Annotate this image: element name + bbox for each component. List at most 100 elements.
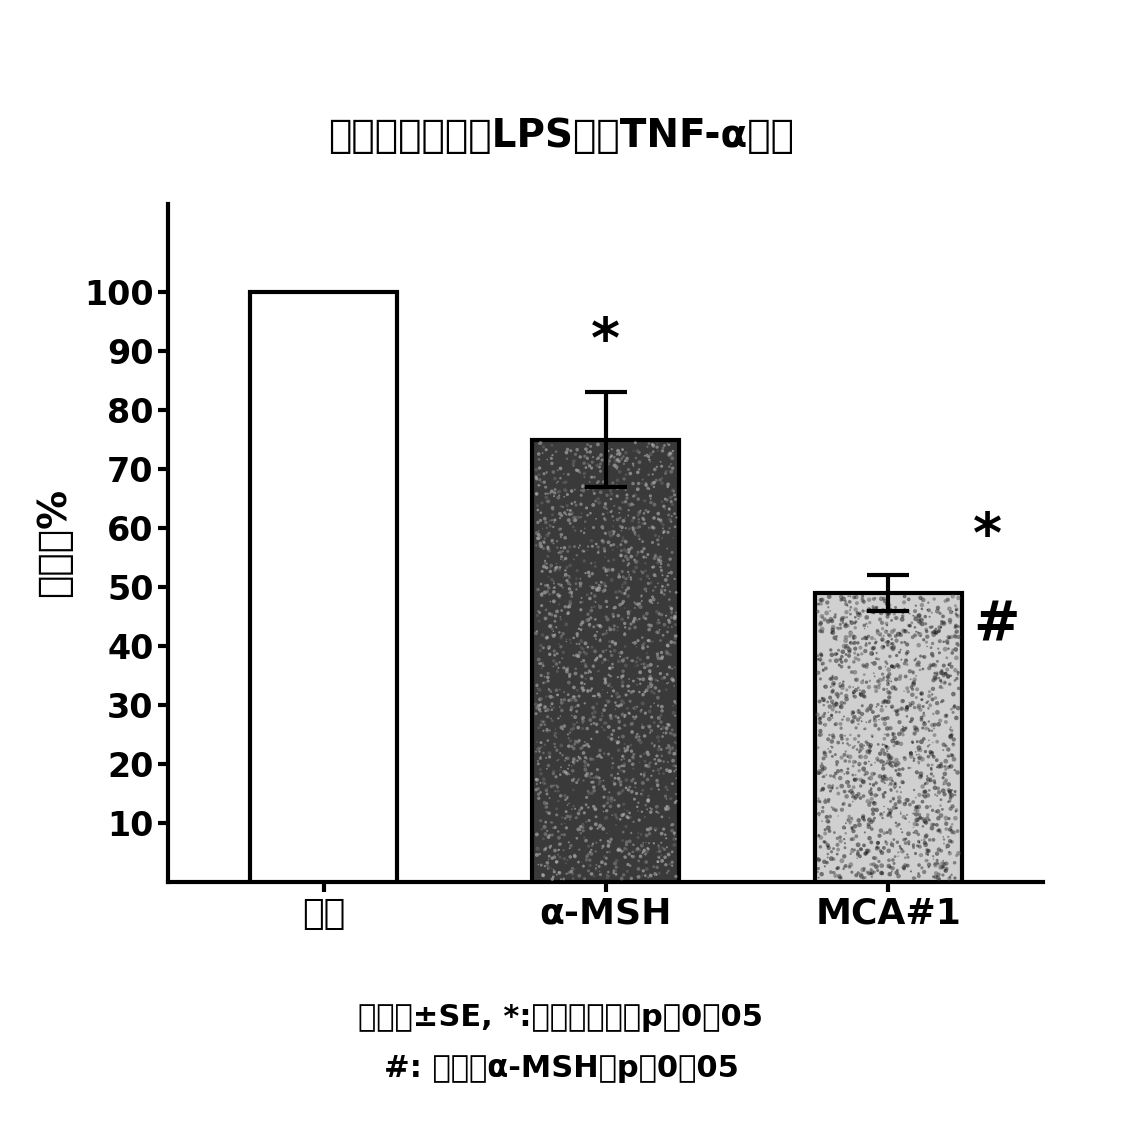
Point [582,819,600,837]
Point [633,785,651,803]
Point [909,742,927,760]
Point [927,867,945,886]
Point [617,771,635,789]
Point [558,819,576,837]
Point [530,466,548,484]
Point [548,768,565,786]
Point [609,697,627,715]
Point [545,651,563,670]
Point [635,841,653,860]
Point [838,596,856,614]
Point [643,475,661,493]
Point [834,679,852,697]
Point [549,645,567,663]
Point [539,582,557,601]
Point [530,719,548,737]
Point [895,858,913,877]
Point [535,534,553,552]
Point [870,627,888,645]
Point [600,561,618,579]
Point [923,734,941,752]
Point [909,811,927,829]
Point [879,800,896,818]
Point [614,706,632,724]
Point [837,631,855,649]
Point [665,726,683,744]
Point [634,782,652,800]
Point [932,612,950,630]
Point [537,554,555,572]
Point [884,725,902,743]
Point [894,726,912,744]
Point [867,857,885,875]
Point [824,726,842,744]
Point [619,460,637,478]
Point [845,628,863,646]
Point [655,523,673,541]
Point [829,687,847,705]
Point [605,551,623,569]
Point [930,865,948,883]
Point [867,708,885,726]
Point [589,616,607,634]
Point [659,797,677,815]
Point [600,692,618,710]
Point [607,707,625,725]
Point [664,482,682,500]
Point [885,725,903,743]
Point [528,680,546,698]
Point [568,570,586,588]
Point [649,746,666,765]
Point [928,665,946,683]
Point [635,608,653,627]
Point [818,854,836,872]
Point [870,853,888,871]
Point [548,728,565,746]
Point [644,442,662,460]
Point [907,743,925,761]
Point [842,624,859,642]
Point [530,434,548,452]
Point [634,639,652,657]
Point [609,785,627,803]
Point [899,602,917,620]
Point [871,827,889,845]
Point [947,616,965,634]
Point [848,741,866,759]
Point [548,655,565,673]
Point [550,483,568,501]
Point [561,502,579,520]
Point [557,529,574,547]
Point [904,752,922,770]
Point [949,628,967,646]
Point [815,662,833,680]
Point [828,685,846,703]
Point [594,839,611,857]
Point [880,683,898,701]
Point [591,831,609,849]
Point [585,708,603,726]
Point [574,651,592,670]
Point [946,854,964,872]
Point [614,823,632,841]
Point [920,722,938,740]
Point [586,687,604,705]
Point [551,744,569,762]
Point [854,592,872,610]
Point [905,607,923,625]
Point [536,775,554,793]
Point [560,575,578,593]
Point [531,604,549,622]
Point [857,714,875,732]
Point [623,547,641,566]
Point [576,752,594,770]
Point [551,588,569,606]
Point [555,538,573,556]
Point [857,673,875,691]
Point [641,670,659,688]
Point [640,834,657,852]
Point [660,611,678,629]
Point [628,481,646,499]
Point [849,702,867,720]
Point [536,857,554,875]
